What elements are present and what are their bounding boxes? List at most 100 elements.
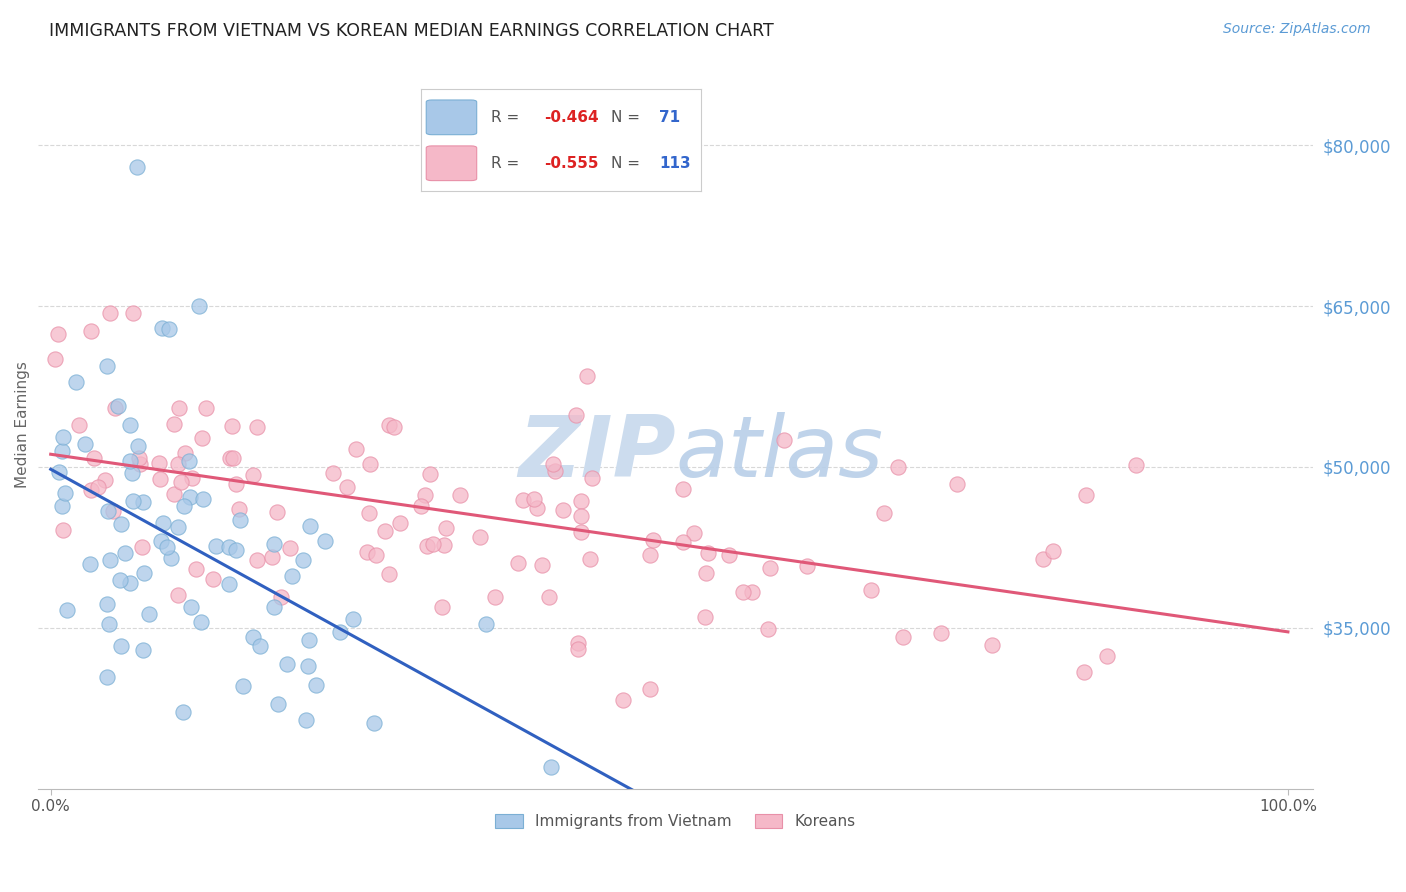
Point	[544, 465, 567, 479]
Point	[571, 508, 593, 523]
Text: Source: ZipAtlas.com: Source: ZipAtlas.com	[1223, 22, 1371, 37]
Point	[419, 467, 441, 482]
Point	[575, 369, 598, 384]
Point	[508, 556, 530, 570]
Point	[796, 559, 818, 574]
Point	[80, 325, 103, 339]
Point	[157, 322, 180, 336]
Point	[249, 639, 271, 653]
Point	[225, 477, 247, 491]
Point	[170, 475, 193, 489]
Point	[173, 499, 195, 513]
Point	[567, 636, 589, 650]
Point	[1125, 458, 1147, 472]
Point	[179, 490, 201, 504]
Point	[672, 482, 695, 496]
Point	[96, 598, 118, 612]
Point	[530, 558, 553, 573]
Point	[1095, 649, 1118, 664]
Point	[263, 600, 285, 615]
Point	[314, 533, 336, 548]
Point	[188, 299, 211, 313]
Point	[569, 494, 592, 508]
Point	[114, 546, 136, 560]
Point	[731, 585, 754, 599]
Y-axis label: Median Earnings: Median Earnings	[15, 360, 30, 488]
Point	[541, 457, 564, 471]
Point	[638, 548, 661, 562]
Point	[118, 417, 141, 432]
Point	[97, 503, 120, 517]
Point	[946, 476, 969, 491]
Point	[132, 495, 155, 509]
Point	[149, 533, 172, 548]
Point	[86, 480, 108, 494]
Point	[579, 552, 602, 566]
Point	[356, 545, 378, 559]
Point	[553, 503, 575, 517]
Point	[641, 533, 664, 548]
Point	[162, 417, 184, 431]
Point	[344, 442, 367, 456]
Point	[104, 401, 127, 415]
Point	[359, 506, 381, 520]
Point	[222, 451, 245, 466]
Point	[1042, 544, 1064, 558]
Point	[297, 659, 319, 673]
Point	[152, 516, 174, 530]
Point	[266, 697, 288, 711]
Text: atlas: atlas	[675, 412, 883, 495]
Point	[80, 483, 103, 498]
Point	[359, 457, 381, 471]
Point	[156, 540, 179, 554]
Point	[160, 551, 183, 566]
Point	[382, 420, 405, 434]
Point	[378, 417, 401, 432]
Point	[374, 524, 396, 538]
Point	[672, 534, 695, 549]
Point	[52, 523, 75, 537]
Point	[1032, 552, 1054, 566]
Point	[228, 502, 250, 516]
Point	[246, 553, 269, 567]
Point	[612, 693, 634, 707]
Point	[65, 376, 87, 390]
Point	[540, 760, 562, 774]
Point	[127, 160, 149, 174]
Point	[127, 439, 149, 453]
Point	[172, 706, 194, 720]
Point	[860, 583, 883, 598]
Point	[474, 616, 496, 631]
Point	[191, 492, 214, 507]
Point	[229, 513, 252, 527]
Point	[565, 409, 588, 423]
Point	[205, 539, 228, 553]
Point	[194, 401, 217, 415]
Point	[430, 599, 453, 614]
Point	[186, 562, 208, 576]
Point	[759, 561, 782, 575]
Point	[110, 574, 132, 588]
Point	[449, 488, 471, 502]
Point	[221, 418, 243, 433]
Point	[280, 541, 302, 555]
Point	[201, 572, 224, 586]
Point	[270, 590, 292, 604]
Point	[378, 566, 401, 581]
Point	[110, 516, 132, 531]
Point	[219, 450, 242, 465]
Point	[167, 588, 190, 602]
Point	[181, 471, 204, 485]
Point	[148, 456, 170, 470]
Point	[166, 519, 188, 533]
Point	[131, 541, 153, 555]
Point	[96, 359, 118, 373]
Text: IMMIGRANTS FROM VIETNAM VS KOREAN MEDIAN EARNINGS CORRELATION CHART: IMMIGRANTS FROM VIETNAM VS KOREAN MEDIAN…	[49, 22, 773, 40]
Legend: Immigrants from Vietnam, Koreans: Immigrants from Vietnam, Koreans	[489, 808, 862, 836]
Point	[121, 466, 143, 480]
Point	[697, 546, 720, 560]
Point	[413, 488, 436, 502]
Point	[107, 399, 129, 413]
Point	[422, 536, 444, 550]
Point	[434, 520, 457, 534]
